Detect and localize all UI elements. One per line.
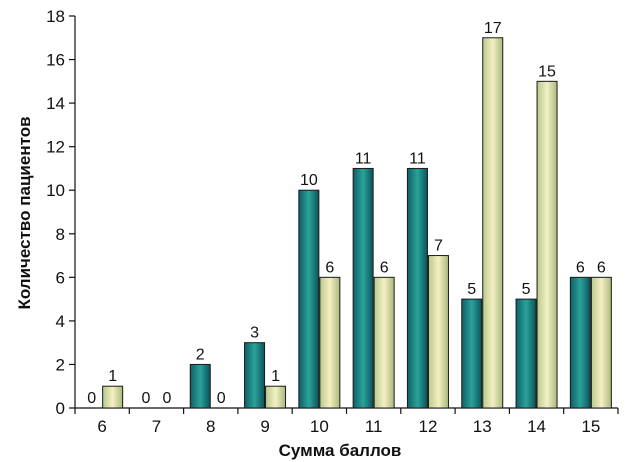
- data-label-series-2: 1: [108, 368, 117, 385]
- data-label-series-2: 6: [597, 259, 606, 276]
- bar-series-2: [319, 276, 341, 409]
- x-tick-label: 14: [527, 417, 546, 436]
- x-tick-label: 6: [97, 417, 106, 436]
- x-tick-label: 8: [206, 417, 215, 436]
- bar-series-2: [590, 276, 612, 409]
- y-tick-label: 18: [46, 7, 65, 26]
- bar-series-2: [265, 385, 287, 409]
- data-label-series-2: 0: [162, 390, 171, 407]
- data-label-series-2: 0: [217, 390, 226, 407]
- x-tick-label: 12: [418, 417, 437, 436]
- data-label-series-1: 10: [300, 172, 318, 189]
- bar-series-2: [482, 37, 504, 409]
- bar-series-2: [102, 385, 124, 409]
- bar-series-2: [427, 255, 449, 409]
- y-tick-label: 6: [56, 268, 65, 287]
- data-label-series-1: 6: [576, 259, 585, 276]
- x-tick-label: 10: [310, 417, 329, 436]
- bar-series-1: [461, 298, 483, 409]
- x-tick-label: 7: [152, 417, 161, 436]
- bar-series-1: [406, 167, 428, 409]
- bar-series-1: [569, 276, 591, 409]
- x-axis-title: Сумма баллов: [279, 441, 402, 460]
- data-label-series-1: 3: [250, 325, 259, 342]
- y-axis-title: Количество пациентов: [15, 116, 34, 309]
- y-tick-label: 2: [56, 355, 65, 374]
- y-tick-label: 10: [46, 181, 65, 200]
- y-tick-label: 14: [46, 94, 65, 113]
- bar-series-1: [189, 363, 211, 409]
- x-tick-label: 15: [581, 417, 600, 436]
- bar-series-1: [352, 167, 374, 409]
- data-label-series-1: 11: [409, 150, 426, 167]
- bar-series-2: [373, 276, 395, 409]
- data-label-series-1: 0: [87, 390, 96, 407]
- bars: [102, 37, 612, 409]
- y-tick-label: 0: [56, 399, 65, 418]
- data-label-series-2: 15: [538, 63, 556, 80]
- data-label-series-1: 2: [196, 346, 205, 363]
- bar-series-2: [536, 80, 558, 409]
- data-label-series-2: 6: [380, 259, 389, 276]
- data-label-series-2: 1: [271, 368, 280, 385]
- data-label-series-2: 17: [484, 20, 502, 37]
- data-label-series-1: 5: [522, 281, 531, 298]
- data-label-series-1: 5: [467, 281, 476, 298]
- y-tick-label: 8: [56, 225, 65, 244]
- data-label-series-2: 7: [434, 238, 443, 255]
- data-label-series-1: 11: [355, 150, 372, 167]
- x-tick-label: 11: [365, 417, 383, 436]
- x-tick-label: 9: [260, 417, 269, 436]
- bar-series-1: [515, 298, 537, 409]
- y-tick-label: 12: [46, 138, 65, 157]
- bar-series-1: [244, 342, 266, 409]
- data-label-series-1: 0: [141, 390, 150, 407]
- data-label-series-2: 6: [325, 259, 334, 276]
- x-tick-label: 13: [473, 417, 492, 436]
- bar-series-1: [298, 189, 320, 409]
- y-tick-label: 16: [46, 51, 65, 70]
- y-tick-label: 4: [56, 312, 65, 331]
